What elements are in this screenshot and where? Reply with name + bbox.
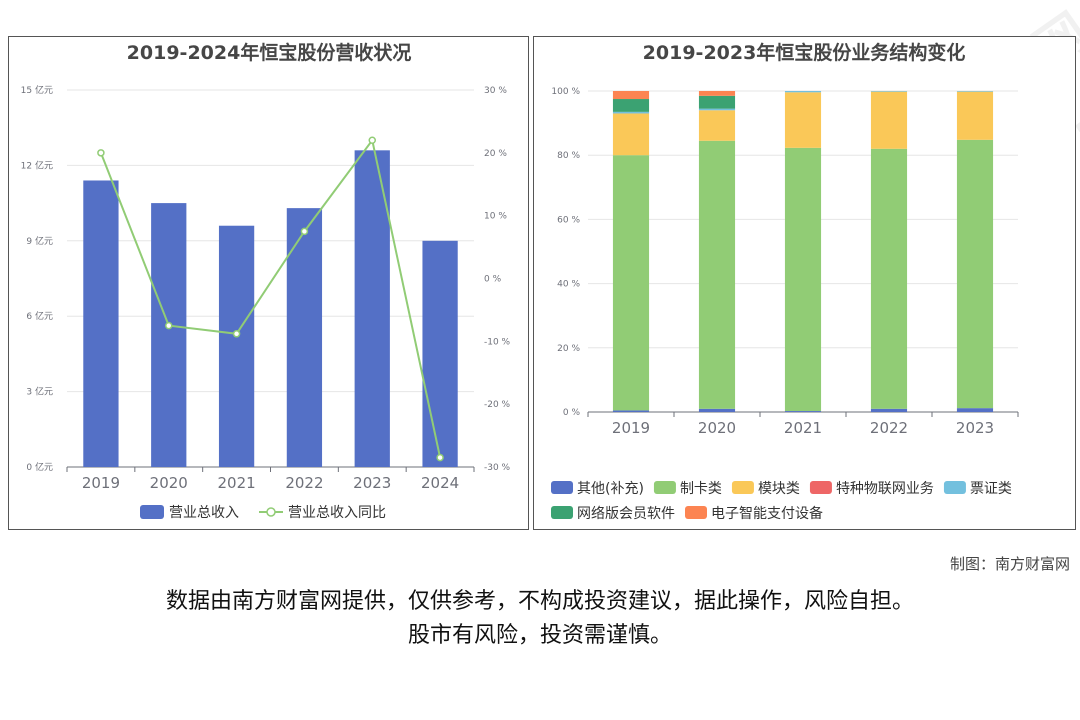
stacked-bar-segment: [612, 111, 650, 114]
y2-tick-label: 30 %: [484, 86, 507, 96]
legend-label: 其他(补充): [577, 481, 644, 497]
stacked-bar-segment: [698, 408, 736, 412]
legend-swatch: [731, 481, 754, 494]
disclaimer-line-2: 股市有风险，投资需谨慎。: [407, 623, 672, 648]
stacked-bar-segment: [612, 113, 650, 156]
stacked-bar-segment: [784, 91, 822, 93]
y2-tick-label: -10 %: [484, 337, 511, 347]
stacked-bar-segment: [956, 408, 994, 412]
y-tick-label: 100 %: [551, 87, 580, 97]
y2-tick-label: 20 %: [484, 149, 507, 159]
revenue-chart: 2019-2024年恒宝股份营收状况 0 亿元 3 亿元 6 亿元 9 亿元 12 亿元 1…: [21, 41, 511, 521]
stacked-bar-segment: [698, 95, 736, 109]
stacked-bar-segment: [956, 91, 994, 140]
y-tick-label: 12 亿元: [21, 159, 53, 171]
revenue-bar: [286, 208, 323, 468]
stacked-bar-segment: [612, 99, 650, 112]
legend-label: 网络版会员软件: [577, 506, 675, 522]
yoy-growth-line: [99, 137, 442, 458]
legend-label-revenue: 营业总收入: [169, 505, 239, 521]
legend-swatch: [685, 506, 707, 519]
stacked-bar-segment: [612, 91, 650, 100]
y-tick-label: 40 %: [557, 280, 580, 290]
x-tick-label: 2020: [150, 474, 188, 492]
x-tick-label: 2022: [285, 474, 323, 492]
stacked-bar-segment: [956, 139, 994, 409]
x-tick-label: 2022: [870, 419, 908, 437]
y2-tick-label: -20 %: [484, 400, 511, 410]
disclaimer-line-1: 数据由南方财富网提供，仅供参考，不构成投资建议，据此操作，风险自担。: [165, 589, 914, 614]
x-tick-label: 2021: [217, 474, 255, 492]
stacked-bar-segment: [870, 408, 908, 412]
stacked-bar-segment: [698, 110, 736, 141]
legend-label: 电子智能支付设备: [711, 505, 823, 522]
x-tick-label: 2021: [784, 419, 822, 437]
x-tick-label: 2023: [956, 419, 994, 437]
y2-tick-label: -30 %: [484, 463, 511, 473]
stacked-bar-segment: [784, 411, 822, 412]
stacked-bar-segment: [870, 91, 908, 92]
revenue-bar: [83, 180, 119, 468]
y-tick-label: 0 亿元: [26, 461, 53, 473]
business-structure-chart: 2019-2023年恒宝股份业务结构变化 0 % 20 % 40 % 60 % 80 % 1…: [551, 41, 1019, 522]
legend-swatch: [551, 506, 573, 519]
yoy-growth-point: [368, 136, 376, 145]
y-tick-label: 9 亿元: [26, 235, 53, 247]
stacked-bar-segment: [612, 155, 650, 411]
yoy-growth-point: [232, 330, 241, 338]
legend-swatch-yoy-point: [266, 507, 276, 517]
stacked-bar-segment: [612, 410, 650, 412]
yoy-growth-point: [97, 149, 105, 157]
x-tick-label: 2023: [353, 474, 391, 492]
legend-label: 票证类: [970, 481, 1012, 497]
legend-swatch: [551, 481, 573, 494]
legend-label: 模块类: [758, 481, 800, 497]
revenue-bar: [422, 240, 458, 467]
stacked-bar-segment: [870, 148, 908, 409]
y2-tick-label: 10 %: [484, 212, 507, 222]
revenue-bar: [151, 203, 187, 467]
revenue-bar: [218, 225, 255, 467]
stacked-bar-segment: [956, 91, 994, 92]
legend-swatch-revenue: [140, 505, 164, 519]
stacked-bar-segment: [698, 108, 736, 111]
chart-credit: 制图：南方财富网: [949, 555, 1070, 573]
business-structure-chart-panel: 2019-2023年恒宝股份业务结构变化 0 % 20 % 40 % 60 % 80 % 1…: [533, 36, 1076, 530]
chart-title: 2019-2023年恒宝股份业务结构变化: [643, 41, 966, 64]
stacked-bar-segment: [870, 91, 908, 149]
x-tick-label: 2019: [612, 419, 650, 437]
yoy-growth-point: [165, 321, 173, 330]
y-tick-label: 3 亿元: [26, 386, 53, 398]
y-tick-label: 20 %: [557, 344, 580, 354]
y2-tick-label: 0 %: [484, 275, 502, 285]
y-tick-label: 6 亿元: [26, 310, 53, 322]
y-tick-label: 60 %: [557, 215, 580, 225]
revenue-chart-panel: 2019-2024年恒宝股份营收状况 0 亿元 3 亿元 6 亿元 9 亿元 12 亿元 1…: [8, 36, 529, 530]
stacked-bar-segment: [698, 91, 736, 96]
y-tick-label: 15 亿元: [21, 84, 53, 96]
y-tick-label: 0 %: [563, 408, 581, 418]
revenue-bar: [354, 150, 390, 467]
stacked-bar-segment: [784, 147, 822, 412]
legend-label: 特种物联网业务: [836, 481, 934, 497]
x-tick-label: 2024: [421, 474, 459, 492]
legend-swatch: [653, 481, 676, 494]
x-tick-label: 2019: [82, 474, 120, 492]
stacked-bar-segment: [698, 140, 736, 409]
legend-swatch: [809, 481, 832, 494]
yoy-growth-point: [436, 453, 444, 462]
legend-label-yoy: 营业总收入同比: [288, 505, 386, 521]
legend-label: 制卡类: [680, 481, 722, 497]
x-tick-label: 2020: [698, 419, 736, 437]
stacked-bar-segment: [784, 92, 822, 148]
legend-swatch: [943, 481, 966, 494]
chart-title: 2019-2024年恒宝股份营收状况: [127, 41, 412, 64]
y-tick-label: 80 %: [557, 151, 580, 161]
yoy-growth-point: [300, 227, 309, 236]
